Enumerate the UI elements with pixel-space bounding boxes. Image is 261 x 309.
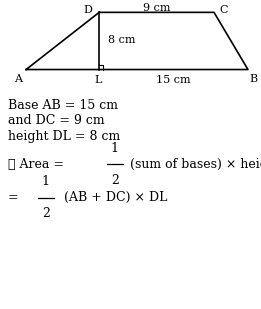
Text: =: = bbox=[8, 191, 19, 204]
Text: and DC = 9 cm: and DC = 9 cm bbox=[8, 114, 104, 127]
Text: 2: 2 bbox=[42, 207, 50, 220]
Text: B: B bbox=[249, 74, 257, 83]
Text: 8 cm: 8 cm bbox=[108, 35, 136, 45]
Text: A: A bbox=[14, 74, 22, 83]
Text: ∴ Area =: ∴ Area = bbox=[8, 158, 64, 171]
Text: 15 cm: 15 cm bbox=[156, 75, 191, 85]
Text: Base AB = 15 cm: Base AB = 15 cm bbox=[8, 99, 118, 112]
Text: D: D bbox=[84, 5, 93, 15]
Text: 2: 2 bbox=[111, 174, 119, 187]
Text: height DL = 8 cm: height DL = 8 cm bbox=[8, 130, 120, 143]
Text: 1: 1 bbox=[42, 176, 50, 188]
Text: 9 cm: 9 cm bbox=[143, 3, 170, 13]
Text: L: L bbox=[94, 75, 102, 85]
Text: 1: 1 bbox=[111, 142, 119, 155]
Text: C: C bbox=[219, 5, 228, 15]
Text: (AB + DC) × DL: (AB + DC) × DL bbox=[64, 191, 167, 204]
Text: (sum of bases) × height: (sum of bases) × height bbox=[130, 158, 261, 171]
